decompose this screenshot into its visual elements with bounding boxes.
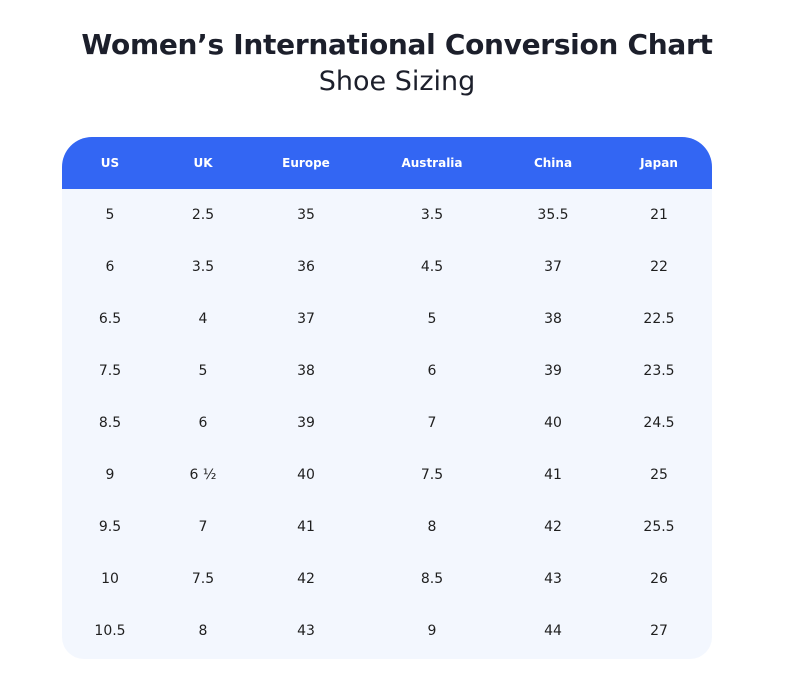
- table-body: 5 2.5 35 3.5 35.5 21 6 3.5 36 4.5 37 22 6.5 4 37 5 38 22.…: [62, 189, 712, 657]
- cell-australia: 6: [427, 363, 437, 379]
- header-uk: UK: [193, 156, 213, 170]
- table-row: 5 2.5 35 3.5 35.5 21: [62, 189, 712, 241]
- cell-china: 41: [544, 467, 562, 483]
- cell-europe: 41: [297, 519, 315, 535]
- cell-uk: 7: [198, 519, 208, 535]
- table-row: 9.5 7 41 8 42 25.5: [62, 501, 712, 553]
- table-row: 8.5 6 39 7 40 24.5: [62, 397, 712, 449]
- chart-title: Women’s International Conversion Chart: [81, 28, 713, 61]
- table-row: 9 6 ½ 40 7.5 41 25: [62, 449, 712, 501]
- header-australia: Australia: [401, 156, 463, 170]
- cell-europe: 35: [297, 207, 315, 223]
- cell-uk: 3.5: [191, 259, 215, 275]
- table-row: 6 3.5 36 4.5 37 22: [62, 241, 712, 293]
- cell-europe: 38: [297, 363, 315, 379]
- header-us: US: [100, 156, 120, 170]
- chart-subtitle: Shoe Sizing: [318, 66, 476, 97]
- cell-uk: 6: [198, 415, 208, 431]
- cell-china: 38: [544, 311, 562, 327]
- cell-japan: 21: [650, 207, 668, 223]
- cell-europe: 39: [297, 415, 315, 431]
- cell-australia: 8.5: [420, 571, 444, 587]
- cell-europe: 43: [297, 623, 315, 639]
- cell-uk: 7.5: [191, 571, 215, 587]
- cell-australia: 8: [427, 519, 437, 535]
- cell-japan: 27: [650, 623, 668, 639]
- table-header-row: US UK Europe Australia China Japan: [62, 137, 712, 189]
- cell-uk: 6 ½: [189, 467, 217, 483]
- cell-europe: 36: [297, 259, 315, 275]
- cell-uk: 8: [198, 623, 208, 639]
- cell-europe: 37: [297, 311, 315, 327]
- cell-china: 42: [544, 519, 562, 535]
- cell-us: 10: [101, 571, 119, 587]
- cell-us: 7.5: [98, 363, 122, 379]
- cell-japan: 25.5: [643, 519, 675, 535]
- cell-china: 39: [544, 363, 562, 379]
- cell-us: 10.5: [94, 623, 126, 639]
- header-china: China: [533, 156, 573, 170]
- cell-uk: 2.5: [191, 207, 215, 223]
- cell-uk: 5: [198, 363, 208, 379]
- cell-china: 44: [544, 623, 562, 639]
- cell-china: 37: [544, 259, 562, 275]
- cell-europe: 42: [297, 571, 315, 587]
- cell-australia: 9: [427, 623, 437, 639]
- cell-japan: 26: [650, 571, 668, 587]
- cell-china: 40: [544, 415, 562, 431]
- conversion-table-card: US UK Europe Australia China Japan 5 2.5 3…: [62, 137, 712, 659]
- header-europe: Europe: [282, 156, 330, 170]
- cell-us: 5: [105, 207, 115, 223]
- cell-china: 35.5: [537, 207, 569, 223]
- cell-australia: 7: [427, 415, 437, 431]
- cell-us: 6.5: [98, 311, 122, 327]
- cell-uk: 4: [198, 311, 208, 327]
- table-row: 7.5 5 38 6 39 23.5: [62, 345, 712, 397]
- conversion-table: US UK Europe Australia China Japan 5 2.5 3…: [62, 137, 712, 657]
- cell-australia: 7.5: [420, 467, 444, 483]
- cell-japan: 22: [650, 259, 668, 275]
- cell-china: 43: [544, 571, 562, 587]
- table-row: 10 7.5 42 8.5 43 26: [62, 553, 712, 605]
- cell-australia: 3.5: [420, 207, 444, 223]
- cell-australia: 5: [427, 311, 437, 327]
- cell-us: 9.5: [98, 519, 122, 535]
- cell-us: 8.5: [98, 415, 122, 431]
- table-row: 10.5 8 43 9 44 27: [62, 605, 712, 657]
- header-japan: Japan: [640, 156, 678, 170]
- cell-japan: 22.5: [643, 311, 675, 327]
- cell-japan: 23.5: [643, 363, 675, 379]
- cell-japan: 24.5: [643, 415, 675, 431]
- cell-europe: 40: [297, 467, 315, 483]
- cell-australia: 4.5: [420, 259, 444, 275]
- cell-japan: 25: [650, 467, 668, 483]
- cell-us: 9: [105, 467, 115, 483]
- cell-us: 6: [105, 259, 115, 275]
- table-row: 6.5 4 37 5 38 22.5: [62, 293, 712, 345]
